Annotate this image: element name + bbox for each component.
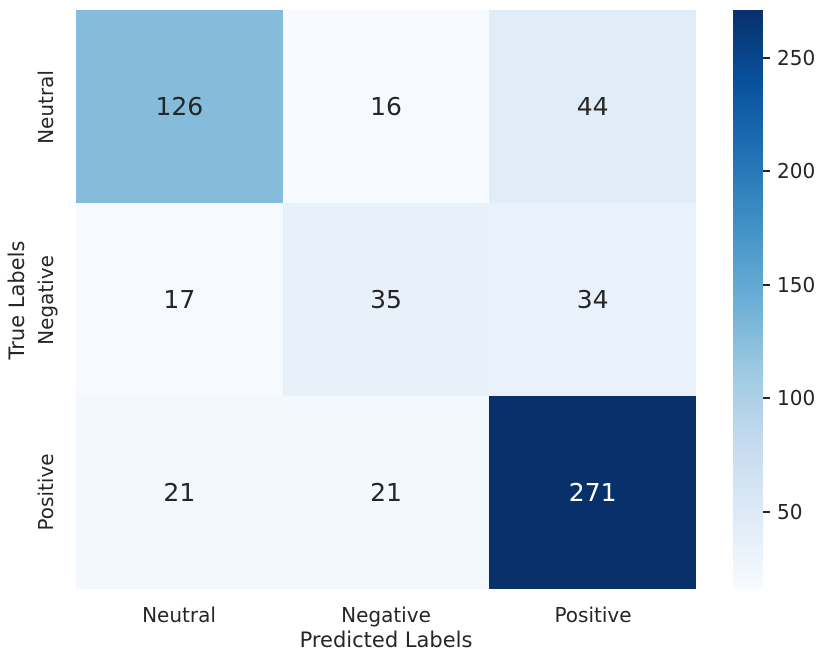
colorbar-tick: 150 xyxy=(763,275,815,295)
heatmap-cell-value: 34 xyxy=(576,285,609,314)
confusion-matrix-heatmap: 126 16 44 17 35 34 21 21 271 xyxy=(76,10,696,589)
colorbar-tick-label: 50 xyxy=(777,499,803,524)
colorbar-tick-mark xyxy=(763,510,770,513)
colorbar-ticks: 50 100 150 200 250 xyxy=(733,10,815,589)
colorbar-tick: 200 xyxy=(763,161,815,181)
heatmap-cell-value: 35 xyxy=(370,285,402,314)
heatmap-cell-value: 126 xyxy=(155,92,204,121)
colorbar-tick-label: 100 xyxy=(777,386,816,411)
colorbar-tick: 50 xyxy=(763,502,802,522)
colorbar-tick-label: 200 xyxy=(777,159,816,184)
colorbar-tick-mark xyxy=(763,283,770,286)
heatmap-cell: 16 xyxy=(282,10,490,203)
heatmap-cell: 35 xyxy=(282,203,490,396)
colorbar-gradient xyxy=(733,10,763,589)
x-tick-label-positive: Positive xyxy=(554,603,632,627)
colorbar-tick: 100 xyxy=(763,388,815,408)
heatmap-cell: 126 xyxy=(76,10,283,203)
colorbar-tick: 250 xyxy=(763,48,815,68)
heatmap-cell: 17 xyxy=(76,203,283,396)
heatmap-cell-value: 271 xyxy=(568,478,617,507)
x-axis-label: Predicted Labels xyxy=(299,628,473,652)
colorbar: 50 100 150 200 250 xyxy=(733,10,815,589)
heatmap-cell: 44 xyxy=(489,10,696,203)
y-tick-label-positive: Positive xyxy=(34,453,58,531)
heatmap-cell: 271 xyxy=(489,396,696,589)
heatmap-cell-value: 17 xyxy=(163,285,196,314)
colorbar-tick-label: 150 xyxy=(777,272,816,297)
heatmap-cell: 21 xyxy=(76,396,283,589)
y-tick-label-neutral: Neutral xyxy=(34,70,58,144)
colorbar-tick-mark xyxy=(763,56,770,59)
heatmap-cell-value: 44 xyxy=(576,92,609,121)
x-tick-label-negative: Negative xyxy=(341,603,431,627)
colorbar-tick-mark xyxy=(763,170,770,173)
heatmap-cell-value: 16 xyxy=(370,92,402,121)
heatmap-cell-value: 21 xyxy=(163,478,196,507)
y-axis-label: True Labels xyxy=(5,240,29,360)
heatmap-cell: 21 xyxy=(282,396,490,589)
y-tick-label-negative: Negative xyxy=(34,255,58,345)
colorbar-tick-label: 250 xyxy=(777,45,816,70)
heatmap-cell: 34 xyxy=(489,203,696,396)
x-tick-label-neutral: Neutral xyxy=(142,603,216,627)
heatmap-cell-value: 21 xyxy=(370,478,402,507)
colorbar-tick-mark xyxy=(763,397,770,400)
